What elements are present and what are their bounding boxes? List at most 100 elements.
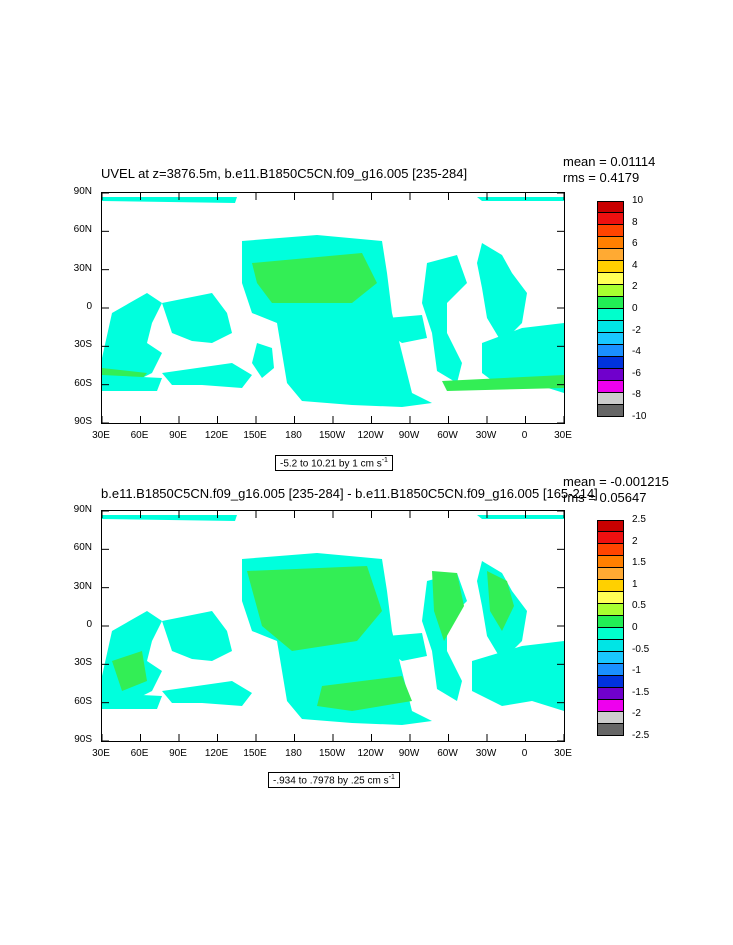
colorbar-swatch [597, 520, 624, 532]
colorbar-swatch [597, 592, 624, 604]
colorbar-swatch [597, 628, 624, 640]
lon-label: 150W [318, 430, 346, 441]
colorbar-swatch [597, 652, 624, 664]
lon-label: 30W [475, 748, 497, 759]
colorbar-swatch [597, 688, 624, 700]
lon-label: 180 [285, 430, 302, 441]
lat-label: 30S [74, 339, 92, 351]
colorbar-swatch [597, 225, 624, 237]
lon-label: 150E [243, 430, 267, 441]
colorbar-label: 4 [632, 259, 638, 271]
colorbar [597, 520, 624, 736]
lat-label: 60S [74, 377, 92, 389]
ocean-field [102, 515, 564, 725]
colorbar-swatch [597, 568, 624, 580]
lon-label: 90E [169, 748, 187, 759]
colorbar-label: -1.5 [632, 686, 650, 698]
ocean-region [472, 641, 564, 711]
lon-label: 0 [521, 748, 528, 759]
lon-label: 30W [475, 430, 497, 441]
ocean-region [252, 343, 274, 378]
ocean-region [477, 515, 564, 519]
ocean-region [477, 243, 527, 343]
lon-label: 60W [437, 748, 458, 759]
ocean-region [102, 197, 237, 203]
lat-label: 90N [73, 186, 92, 197]
ocean-region [442, 375, 564, 391]
axis-ticks [102, 193, 564, 423]
colorbar-swatch [597, 616, 624, 628]
rms-label: rms = 0.4179 [563, 170, 640, 185]
range-text: -5.2 to 10.21 by 1 cm s [280, 458, 382, 470]
colorbar-swatch [597, 544, 624, 556]
ocean-region [102, 515, 237, 521]
colorbar-swatch [597, 580, 624, 592]
colorbar-label: -2 [632, 708, 641, 720]
ocean-region [162, 611, 232, 661]
ocean-region [432, 571, 464, 641]
colorbar-label: 1.5 [632, 557, 646, 569]
lat-label: 60N [73, 224, 92, 236]
lon-label: 90E [169, 430, 187, 441]
colorbar-label: -2 [632, 324, 641, 336]
map-plot [101, 192, 565, 424]
ocean-region [162, 363, 252, 388]
colorbar-label: 2 [632, 535, 638, 547]
lat-label: 60S [74, 695, 92, 707]
colorbar-label: 0 [632, 622, 638, 633]
lon-label: 30E [554, 748, 572, 759]
colorbar-label: -2.5 [632, 730, 650, 741]
colorbar-swatch [597, 333, 624, 345]
colorbar-swatch [597, 724, 624, 736]
lat-label: 30S [74, 657, 92, 669]
colorbar-swatch [597, 261, 624, 273]
ocean-region [162, 293, 232, 343]
colorbar-swatch [597, 321, 624, 333]
ocean-region [102, 375, 162, 391]
lon-label: 30E [92, 748, 110, 759]
ocean-region [102, 293, 162, 388]
colorbar-label: 8 [632, 216, 638, 228]
colorbar-label: 2.5 [632, 514, 646, 525]
lat-label: 0 [86, 619, 92, 630]
ocean-region [252, 253, 377, 303]
lat-label: 0 [86, 301, 92, 312]
lon-label: 120W [357, 748, 384, 759]
range-text: -.934 to .7978 by .25 cm s [273, 775, 389, 787]
mean-label: mean = 0.01114 [563, 154, 656, 169]
colorbar-swatch [597, 604, 624, 616]
lon-label: 120W [357, 430, 384, 441]
rms-label: rms = 0.05647 [563, 490, 647, 505]
colorbar-label: 10 [632, 195, 644, 206]
lat-label: 90S [74, 416, 92, 427]
colorbar-swatch [597, 700, 624, 712]
colorbar-label: -4 [632, 346, 641, 358]
lat-label: 30N [73, 580, 92, 592]
plot-title: UVEL at z=3876.5m, b.e11.B1850C5CN.f09_g… [101, 166, 468, 181]
map-field [102, 511, 564, 741]
colorbar-swatch [597, 664, 624, 676]
colorbar-swatch [597, 393, 624, 405]
lon-label: 30E [92, 430, 110, 441]
contour-range-box: -.934 to .7978 by .25 cm s-1 [268, 772, 400, 789]
colorbar-label: -10 [632, 411, 647, 422]
lon-label: 60W [437, 430, 458, 441]
plot-title: b.e11.B1850C5CN.f09_g16.005 [235-284] - … [101, 486, 598, 501]
colorbar [597, 201, 624, 417]
ocean-region [387, 633, 427, 661]
ocean-region [487, 571, 514, 631]
ocean-region [317, 676, 412, 711]
colorbar-label: 0 [632, 303, 638, 314]
lon-label: 180 [285, 748, 302, 759]
ocean-region [247, 566, 382, 651]
ocean-region [162, 681, 252, 706]
ocean-field [102, 197, 564, 407]
colorbar-swatch [597, 309, 624, 321]
ocean-region [102, 693, 162, 709]
panel-difference: b.e11.B1850C5CN.f09_g16.005 [235-284] - … [0, 470, 733, 790]
colorbar-label: 2 [632, 281, 638, 293]
colorbar-swatch [597, 369, 624, 381]
ocean-region [422, 255, 467, 383]
ocean-region [112, 651, 147, 691]
colorbar-label: 1 [632, 578, 638, 590]
